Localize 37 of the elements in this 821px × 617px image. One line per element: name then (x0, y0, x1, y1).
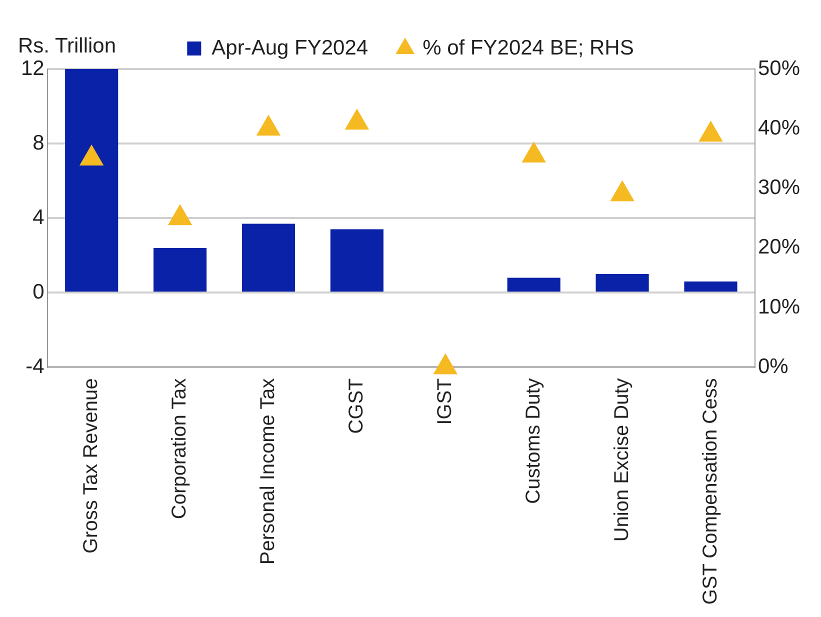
y2-tick-label: 50% (758, 56, 800, 80)
y-tick-label: 8 (32, 131, 44, 154)
x-tick-label: CGST (345, 378, 368, 434)
y2-tick-label: 40% (758, 116, 800, 140)
x-tick-label: Customs Duty (522, 378, 544, 504)
y-tick-label: 0 (32, 280, 44, 304)
point (522, 142, 546, 162)
point (168, 204, 192, 226)
x-tick-label: Personal Income Tax (257, 378, 279, 565)
legend-label: Apr-Aug FY2024 (212, 36, 368, 60)
x-tick-label: Union Excise Duty (610, 378, 633, 542)
y-axis-title: Rs. Trillion (18, 34, 116, 58)
x-tick-label: Gross Tax Revenue (80, 378, 102, 554)
bar (65, 69, 118, 292)
legend-label: % of FY2024 BE; RHS (422, 36, 634, 60)
x-tick-label: IGST (434, 378, 456, 425)
point (256, 115, 280, 136)
point (434, 354, 458, 374)
x-tick-label: GST Compensation Cess (699, 378, 722, 605)
point (345, 109, 369, 130)
y-tick-label: 12 (21, 56, 44, 80)
y2-tick-label: 10% (758, 295, 800, 318)
y2-tick-label: 20% (758, 236, 800, 259)
bar (596, 274, 649, 292)
bar (154, 248, 207, 292)
point (610, 180, 634, 202)
bar (684, 282, 738, 292)
bar (330, 229, 384, 292)
y2-tick-label: 30% (758, 176, 800, 200)
y-tick-label: 4 (32, 206, 45, 229)
y2-tick-label: 0% (758, 355, 788, 378)
x-tick-label: Corporation Tax (168, 378, 191, 520)
point (80, 144, 104, 166)
point (698, 121, 722, 142)
bar (507, 278, 560, 292)
bar (242, 224, 296, 292)
y-tick-label: -4 (26, 355, 45, 378)
